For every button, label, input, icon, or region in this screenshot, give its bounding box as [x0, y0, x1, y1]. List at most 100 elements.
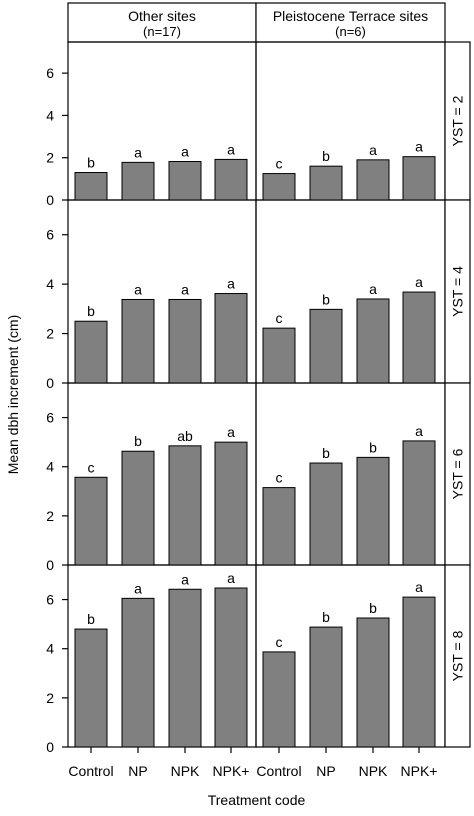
- column-header-2: Pleistocene Terrace sites(n=6): [255, 2, 446, 43]
- significance-letter: a: [227, 570, 235, 586]
- row-4: YST = 8 0 2 4 6: [46, 564, 471, 755]
- significance-letter: a: [227, 276, 235, 292]
- significance-letter: b: [322, 291, 330, 307]
- significance-letter: b: [322, 445, 330, 461]
- bar: [74, 320, 108, 384]
- y-tick-label: 2: [46, 150, 54, 166]
- y-tick-label: 2: [46, 326, 54, 342]
- x-axis: Control NP NPK NPK+ Control NP NPK NPK+: [68, 747, 437, 779]
- bar: [262, 173, 296, 201]
- significance-letter: b: [369, 600, 377, 616]
- column-subtitle: (n=6): [335, 24, 366, 39]
- bar: [74, 476, 108, 566]
- significance-letter: a: [181, 571, 189, 587]
- panel-r1-c2: c b a a: [262, 139, 436, 201]
- bar: [168, 445, 202, 566]
- bar: [402, 596, 436, 748]
- significance-letter: b: [322, 148, 330, 164]
- significance-letter: a: [227, 141, 235, 157]
- row-strip-label: YST = 8: [450, 630, 466, 681]
- significance-letter: a: [134, 144, 142, 160]
- x-tick-label: NP: [128, 763, 147, 779]
- y-axis-title: Mean dbh increment (cm): [5, 315, 21, 475]
- significance-letter: b: [87, 611, 95, 627]
- significance-letter: b: [134, 433, 142, 449]
- significance-letter: a: [415, 274, 423, 290]
- significance-letter: a: [227, 424, 235, 440]
- significance-letter: a: [415, 579, 423, 595]
- y-tick-label: 4: [46, 459, 54, 475]
- significance-letter: a: [369, 142, 377, 158]
- x-tick-label: NPK: [171, 763, 200, 779]
- bar: [356, 298, 390, 384]
- bar: [262, 487, 296, 566]
- bar: [262, 327, 296, 384]
- x-axis-title: Treatment code: [208, 792, 306, 808]
- bar: [402, 156, 436, 201]
- significance-letter: c: [276, 470, 283, 486]
- y-tick-label: 6: [46, 227, 54, 243]
- y-tick-label: 0: [46, 192, 54, 208]
- bar: [356, 159, 390, 201]
- row-strip-label: YST = 2: [450, 95, 466, 146]
- significance-letter: b: [87, 303, 95, 319]
- significance-letter: c: [276, 634, 283, 650]
- column-header-box: [255, 2, 446, 43]
- bar: [402, 291, 436, 384]
- bar: [402, 440, 436, 566]
- x-tick-label: NPK+: [401, 763, 438, 779]
- y-tick-label: 6: [46, 410, 54, 426]
- x-tick-label: NPK: [359, 763, 388, 779]
- bar: [74, 628, 108, 748]
- column-title: Pleistocene Terrace sites: [273, 8, 428, 24]
- significance-letter: a: [181, 281, 189, 297]
- significance-letter: a: [134, 580, 142, 596]
- row-strip-box: [444, 199, 471, 384]
- panel-r4-c2: c b b a: [262, 579, 436, 748]
- panel-r2-c2: c b a a: [262, 274, 436, 384]
- bar: [309, 165, 343, 201]
- panel-r3-c1: c b ab a: [74, 424, 248, 566]
- bar: [214, 158, 248, 201]
- bar: [309, 626, 343, 748]
- significance-letter: ab: [177, 428, 193, 444]
- y-tick-label: 2: [46, 508, 54, 524]
- x-tick-label: Control: [256, 763, 301, 779]
- significance-letter: a: [415, 423, 423, 439]
- significance-letter: a: [181, 144, 189, 160]
- y-tick-label: 0: [46, 739, 54, 755]
- bar: [214, 441, 248, 566]
- x-tick-label: NPK+: [213, 763, 250, 779]
- bar: [309, 308, 343, 384]
- bar: [121, 597, 155, 748]
- significance-letter: a: [369, 281, 377, 297]
- bar: [168, 588, 202, 748]
- bar: [168, 161, 202, 201]
- x-tick-label: Control: [68, 763, 113, 779]
- bar: [121, 450, 155, 566]
- row-strip-label: YST = 4: [450, 266, 466, 317]
- significance-letter: b: [87, 155, 95, 171]
- significance-letter: a: [134, 281, 142, 297]
- row-2: YST = 4 0 2 4 6: [46, 199, 471, 391]
- significance-letter: c: [88, 459, 95, 475]
- column-header-1: Other sites(n=17): [67, 2, 257, 43]
- significance-letter: c: [276, 310, 283, 326]
- x-tick-label: NP: [316, 763, 335, 779]
- column-title: Other sites: [128, 8, 196, 24]
- y-tick-label: 6: [46, 592, 54, 608]
- bar: [356, 617, 390, 748]
- bar: [214, 587, 248, 748]
- row-strip-box: [444, 41, 471, 201]
- y-tick-label: 2: [46, 690, 54, 706]
- bar: [356, 456, 390, 566]
- panel-r1-c1: ba a a: [74, 141, 248, 201]
- y-tick-label: 6: [46, 65, 54, 81]
- bar: [309, 462, 343, 566]
- significance-letter: b: [369, 439, 377, 455]
- bar: [214, 293, 248, 384]
- panel-r4-c1: b a a a: [74, 570, 248, 748]
- bar: [121, 161, 155, 201]
